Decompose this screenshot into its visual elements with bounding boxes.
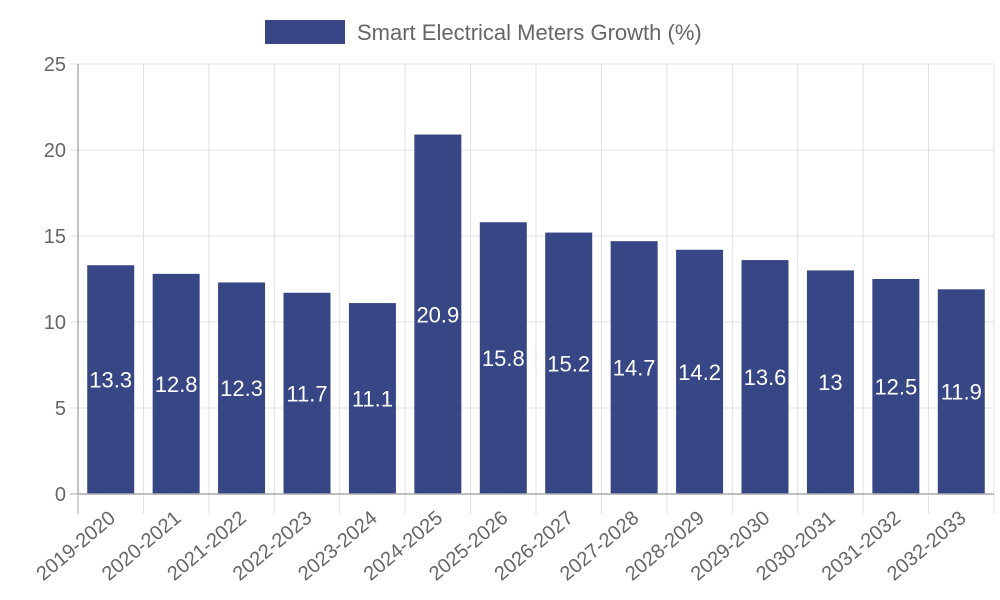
data-label: 14.2 [678,360,721,385]
bar [741,260,789,494]
bar [414,134,462,494]
bar [610,241,658,494]
data-label: 15.8 [482,346,525,371]
data-label: 12.3 [220,376,263,401]
data-label: 20.9 [416,302,459,327]
bar [872,279,920,494]
bar [479,222,527,495]
y-tick-label: 5 [55,398,66,420]
data-label: 14.7 [613,356,656,381]
bar [676,249,724,494]
data-label: 13 [818,370,842,395]
legend-swatch[interactable] [265,20,345,44]
y-tick-label: 20 [44,140,66,162]
bar [218,282,266,494]
data-label: 13.6 [744,365,787,390]
data-label: 11.9 [941,380,982,405]
bar [87,265,135,494]
grid-lines [70,63,995,514]
bar [283,292,331,494]
data-label: 12.5 [874,375,917,400]
y-tick-label: 15 [44,226,66,248]
data-label: 15.2 [547,351,590,376]
bar [348,303,396,494]
data-labels-group: 13.3 12.8 12.3 11.7 11.1 20.9 15.8 15.2 14.7 14.2… [89,302,982,411]
bar [545,232,593,494]
y-tick-label: 10 [44,312,66,334]
bar [152,273,200,494]
bars-group [87,134,985,495]
legend[interactable]: Smart Electrical Meters Growth (%) [265,20,702,45]
legend-label[interactable]: Smart Electrical Meters Growth (%) [357,20,702,45]
data-label: 11.1 [352,387,393,412]
data-label: 12.8 [155,372,198,397]
bar [806,270,854,494]
y-tick-label: 0 [55,484,66,506]
bar [937,289,985,494]
data-label: 13.3 [89,368,132,393]
data-label: 11.7 [286,381,327,406]
y-tick-label: 25 [44,54,66,76]
